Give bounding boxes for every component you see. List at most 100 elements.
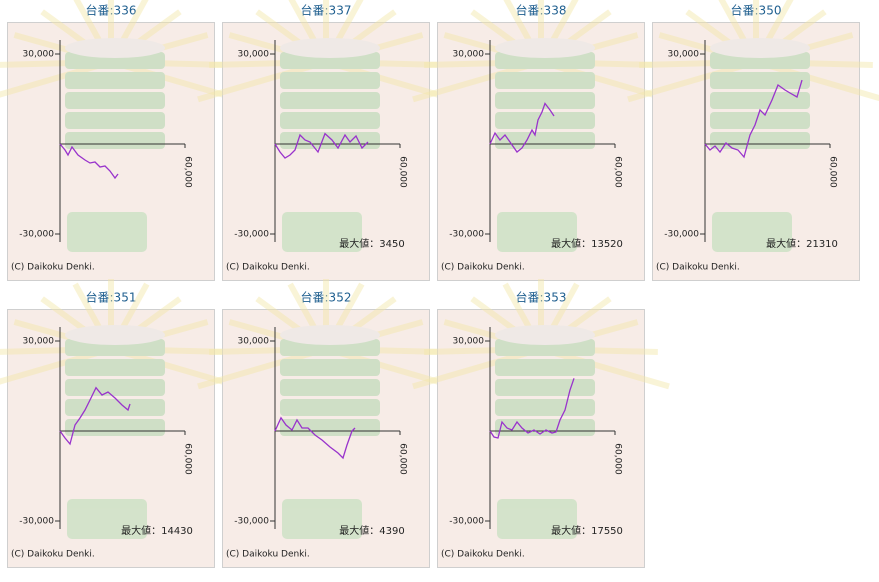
light-ray [424,59,542,69]
background-art [197,279,455,539]
light-ray [539,9,612,65]
light-ray [540,59,670,103]
light-ray [255,296,328,352]
art-block [280,359,380,376]
graph-panel: 30,000 -30,000 60,000 最大値：13520 (C) Daikoku … [412,0,670,281]
max-value-label: 最大値：4390 [339,524,404,537]
art-block [495,339,595,356]
art-block [710,72,810,89]
art-block [710,52,810,69]
light-ray [325,346,455,390]
graph-panel: 30,000 -30,000 60,000 (C) Daikoku Denki. [0,0,240,281]
light-ray [754,9,827,65]
graph-panel: 30,000 -30,000 60,000 最大値：14430 (C) Daikoku … [0,279,240,568]
art-block [280,112,380,129]
panel-background [7,22,215,281]
light-ray [13,319,112,352]
light-ray [324,296,397,352]
art-block [65,92,165,109]
x-tick-label: 60,000 [183,443,193,475]
panel-background [652,22,860,281]
light-ray [540,319,639,352]
copyright: (C) Daikoku Denki. [656,263,740,273]
background-art [412,0,670,252]
light-ray [110,59,240,103]
panel-title: 台番:337 [301,3,352,18]
light-ray [755,32,854,65]
y-tick-label: 30,000 [453,337,485,347]
light-ray [0,346,112,385]
y-tick-label: 30,000 [453,50,485,60]
art-block [280,72,380,89]
light-ray [40,9,113,65]
panel-background [437,22,645,281]
panel-background [222,22,430,281]
graph-panel: 30,000 -30,000 60,000 最大値：4390 (C) Daikoku D… [197,279,455,568]
copyright: (C) Daikoku Denki. [441,550,525,560]
art-tray [282,212,362,252]
light-ray [0,59,112,68]
copyright: (C) Daikoku Denki. [11,550,95,560]
art-block [280,92,380,109]
y-tick-label: 30,000 [23,50,55,60]
art-block [280,132,380,149]
art-top [280,325,380,345]
data-line [59,386,131,446]
art-block [495,52,595,69]
panel-title: 台番:350 [731,3,782,18]
light-ray [540,32,639,65]
panel-background [7,309,215,568]
light-ray [540,59,658,69]
graph-panel: 30,000 -30,000 60,000 最大値：3450 (C) Daikoku D… [197,0,455,281]
data-line [704,79,803,159]
y-tick-label: -30,000 [234,517,269,527]
art-block [495,132,595,149]
art-block [65,112,165,129]
light-ray [443,32,542,65]
x-tick-label: 60,000 [613,156,623,188]
light-ray [539,296,612,352]
light-ray [325,59,455,103]
light-ray [255,9,328,65]
panel-background [222,309,430,568]
x-tick-label: 60,000 [183,156,193,188]
light-ray [325,32,424,65]
max-value-label: 最大値：21310 [766,237,838,250]
art-tray [712,212,792,252]
background-art [627,0,879,252]
art-block [495,379,595,396]
light-ray [110,59,228,69]
light-ray [0,59,112,98]
max-value-label: 最大値：14430 [121,524,193,537]
y-tick-label: -30,000 [234,230,269,240]
x-tick-label: 60,000 [398,156,408,188]
art-block [65,419,165,436]
art-block [65,72,165,89]
data-line [274,416,356,460]
copyright: (C) Daikoku Denki. [226,550,310,560]
art-block [65,339,165,356]
art-block [280,339,380,356]
y-tick-label: 30,000 [668,50,700,60]
light-ray [443,319,542,352]
light-ray [72,282,114,351]
light-ray [325,59,443,69]
light-ray [470,9,543,65]
art-block [280,52,380,69]
y-tick-label: 30,000 [23,337,55,347]
light-ray [108,0,149,64]
art-top [495,38,595,58]
light-ray [538,282,580,351]
light-ray [540,346,670,390]
art-tray [282,499,362,539]
light-ray [503,0,544,64]
art-block [65,379,165,396]
light-ray [73,0,114,64]
panel-title: 台番:353 [516,290,567,305]
y-tick-label: -30,000 [449,517,484,527]
light-ray [209,59,327,69]
light-ray [685,9,758,65]
light-ray [323,0,364,64]
art-tray [497,212,577,252]
y-tick-label: 30,000 [238,50,270,60]
